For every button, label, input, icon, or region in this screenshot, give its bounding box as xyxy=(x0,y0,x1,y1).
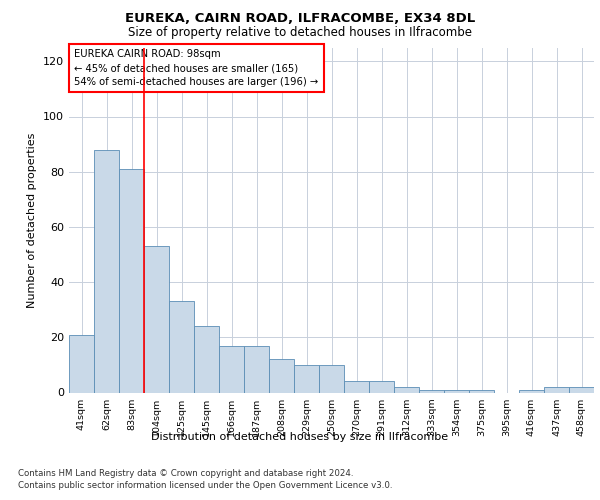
Text: Size of property relative to detached houses in Ilfracombe: Size of property relative to detached ho… xyxy=(128,26,472,39)
Bar xyxy=(394,387,419,392)
Text: EUREKA CAIRN ROAD: 98sqm
← 45% of detached houses are smaller (165)
54% of semi-: EUREKA CAIRN ROAD: 98sqm ← 45% of detach… xyxy=(74,49,319,87)
Bar xyxy=(94,150,119,392)
Bar xyxy=(294,365,319,392)
Y-axis label: Number of detached properties: Number of detached properties xyxy=(28,132,37,308)
Bar xyxy=(169,302,194,392)
Bar xyxy=(469,390,494,392)
Bar xyxy=(369,382,394,392)
Bar xyxy=(119,169,144,392)
Bar xyxy=(269,360,294,392)
Bar xyxy=(219,346,244,393)
Bar xyxy=(144,246,169,392)
Bar xyxy=(69,334,94,392)
Bar xyxy=(444,390,469,392)
Text: Contains HM Land Registry data © Crown copyright and database right 2024.: Contains HM Land Registry data © Crown c… xyxy=(18,469,353,478)
Bar xyxy=(544,387,569,392)
Bar xyxy=(244,346,269,393)
Bar xyxy=(194,326,219,392)
Bar xyxy=(419,390,444,392)
Bar xyxy=(319,365,344,392)
Text: Contains public sector information licensed under the Open Government Licence v3: Contains public sector information licen… xyxy=(18,481,392,490)
Bar xyxy=(569,387,594,392)
Bar xyxy=(344,382,369,392)
Text: Distribution of detached houses by size in Ilfracombe: Distribution of detached houses by size … xyxy=(151,432,449,442)
Bar xyxy=(519,390,544,392)
Text: EUREKA, CAIRN ROAD, ILFRACOMBE, EX34 8DL: EUREKA, CAIRN ROAD, ILFRACOMBE, EX34 8DL xyxy=(125,12,475,26)
